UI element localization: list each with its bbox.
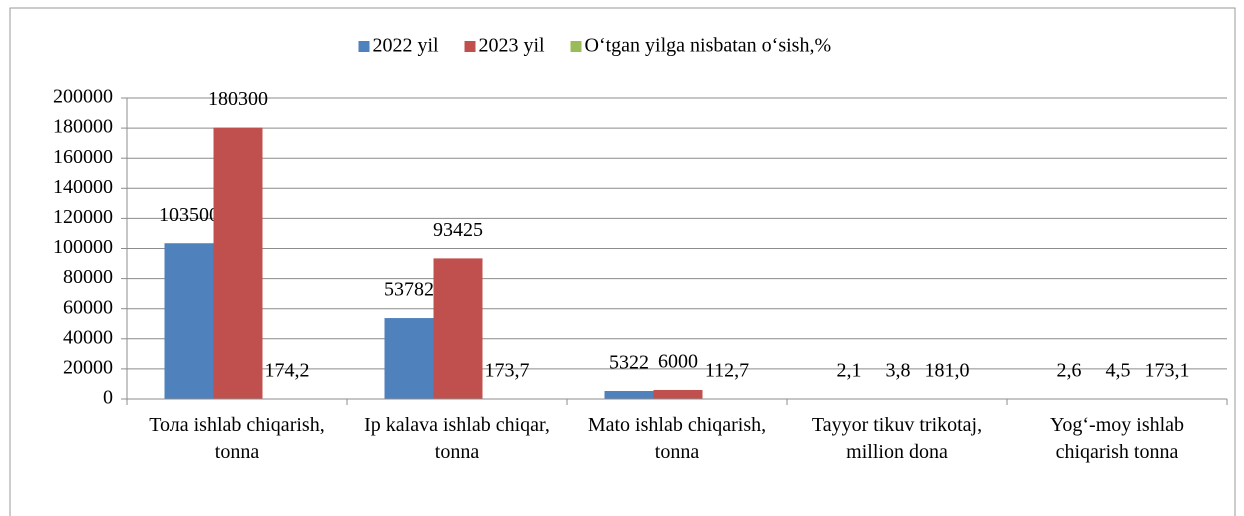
data-label: 53782: [384, 279, 434, 301]
data-label: 112,7: [705, 359, 749, 381]
y-tick-label: 200000: [53, 86, 113, 108]
data-label: 93425: [433, 219, 483, 241]
y-tick-label: 160000: [53, 146, 113, 168]
x-tick-label: Mato ishlab chiqarish, tonna: [587, 414, 767, 463]
data-label: 2,1: [837, 360, 862, 382]
x-tick-label: Tayyor tikuv trikotaj, million dona: [811, 414, 983, 463]
bar: [653, 389, 703, 399]
y-tick-label: 40000: [63, 326, 113, 348]
data-label: 103500: [159, 204, 219, 226]
y-tick-label: 180000: [53, 116, 113, 138]
data-label: 180300: [208, 88, 268, 110]
bar: [384, 318, 434, 399]
y-tick-label: 20000: [63, 356, 113, 378]
x-tick-label: Yog‘-moy ishlab chiqarish tonna: [1049, 414, 1185, 463]
data-label: 6000: [658, 351, 698, 373]
x-tick-label: Тола ishlab chiqarish, tonna: [149, 414, 325, 463]
legend-label: O‘tgan yilga nisbatan o‘sish,%: [585, 35, 832, 57]
bar: [164, 243, 214, 399]
data-label: 173,1: [1145, 359, 1190, 381]
y-tick-label: 0: [103, 387, 113, 409]
data-label: 5322: [609, 352, 649, 374]
legend-swatch: [358, 41, 370, 52]
y-tick-label: 80000: [63, 266, 113, 288]
x-tick-label: Ip kalava ishlab chiqar, tonna: [364, 414, 550, 463]
chart-border: [9, 7, 1236, 516]
y-tick-label: 140000: [53, 176, 113, 198]
bar: [433, 258, 483, 399]
y-tick-label: 120000: [53, 206, 113, 228]
data-label: 4,5: [1106, 360, 1131, 382]
bar: [213, 127, 263, 399]
legend-swatch: [464, 41, 476, 52]
legend-swatch: [570, 41, 582, 52]
data-label: 174,2: [265, 359, 310, 381]
data-label: 3,8: [886, 360, 911, 382]
y-tick-label: 60000: [63, 296, 113, 318]
y-tick-label: 100000: [53, 236, 113, 258]
legend-label: 2023 yil: [479, 35, 546, 57]
legend-label: 2022 yil: [373, 35, 440, 57]
bar: [604, 390, 654, 399]
data-label: 2,6: [1057, 360, 1082, 382]
data-label: 173,7: [485, 359, 530, 381]
data-label: 181,0: [925, 359, 970, 381]
